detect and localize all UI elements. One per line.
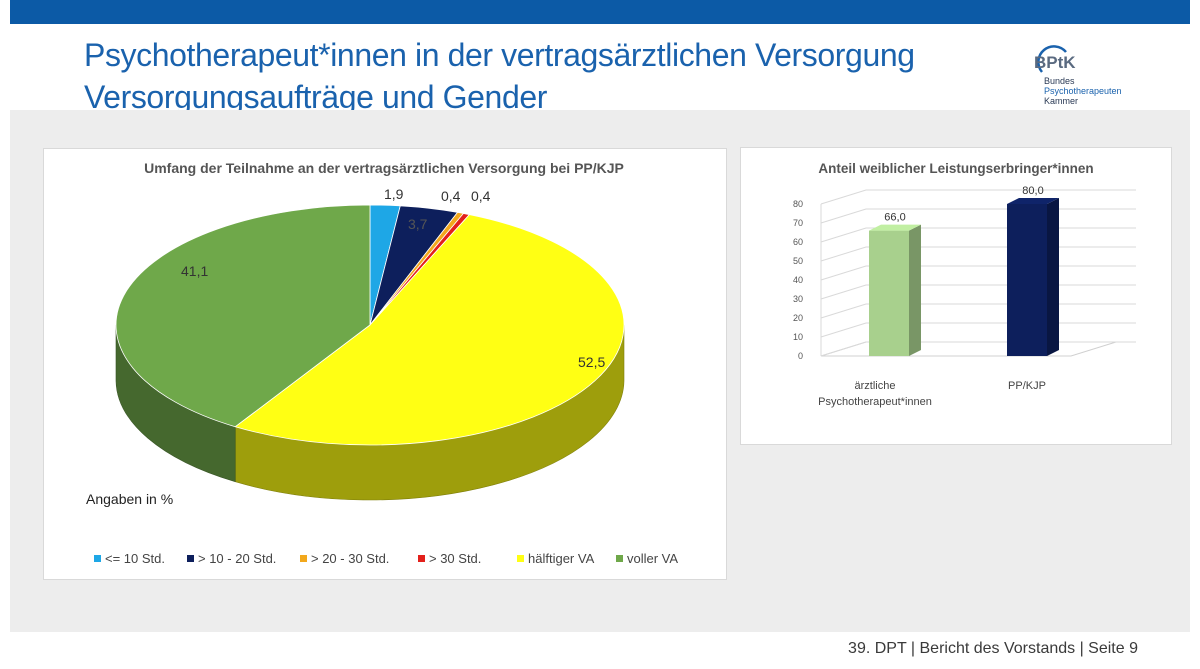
title-line-1: Psychotherapeut*innen in der vertragsärz… — [84, 37, 915, 73]
bar-front — [1007, 204, 1047, 356]
grid-line — [820, 284, 1136, 300]
legend-label: voller VA — [627, 551, 678, 566]
bar-chart: Anteil weiblicher Leistungserbringer*inn… — [793, 161, 1136, 408]
legend-swatch — [616, 555, 623, 562]
page-title: Psychotherapeut*innen in der vertragsärz… — [84, 34, 915, 118]
pie-value-label: 1,9 — [384, 186, 404, 202]
pie-value-label: 3,7 — [408, 216, 428, 232]
bptk-logo: BPtK Bundes Psychotherapeuten Kammer — [1022, 40, 1142, 110]
legend-swatch — [517, 555, 524, 562]
logo-line-1: Bundes — [1044, 76, 1075, 86]
x-category-label: Psychotherapeut*innen — [818, 396, 932, 408]
y-tick-label: 30 — [793, 294, 803, 304]
legend-swatch — [94, 555, 101, 562]
logo-line-3: Kammer — [1044, 96, 1079, 106]
bar-top — [1007, 198, 1059, 204]
pie-value-label: 0,4 — [441, 188, 461, 204]
bar-top — [869, 224, 921, 231]
bar-side — [1047, 198, 1059, 356]
grid-line — [820, 322, 1136, 338]
y-tick-label: 70 — [793, 218, 803, 228]
pie-legend: <= 10 Std. > 10 - 20 Std. > 20 - 30 Std. > … — [94, 551, 678, 566]
top-banner — [10, 0, 1190, 24]
legend-swatch — [418, 555, 425, 562]
logo-line-2: Psychotherapeuten — [1044, 86, 1122, 96]
pie-chart-title: Umfang der Teilnahme an der vertragsärzt… — [144, 160, 624, 176]
bar-chart-title: Anteil weiblicher Leistungserbringer*inn… — [818, 161, 1093, 176]
legend-label: <= 10 Std. — [105, 551, 165, 566]
x-category-label: ärztliche — [855, 380, 896, 392]
bar-front — [869, 230, 909, 356]
footer-text: 39. DPT | Bericht des Vorstands | Seite … — [848, 640, 1138, 657]
pie-value-label: 52,5 — [578, 354, 605, 370]
grid-line — [820, 303, 1136, 319]
y-tick-label: 80 — [793, 199, 803, 209]
pie-chart-panel: Umfang der Teilnahme an der vertragsärzt… — [43, 148, 727, 580]
legend-label: > 10 - 20 Std. — [198, 551, 276, 566]
grid-line — [820, 227, 1136, 243]
grid-line — [820, 265, 1136, 281]
legend-label: > 30 Std. — [429, 551, 481, 566]
y-tick-label: 10 — [793, 332, 803, 342]
legend-swatch — [300, 555, 307, 562]
pie-chart: Umfang der Teilnahme an der vertragsärzt… — [86, 160, 678, 566]
pie-chart-note: Angaben in % — [86, 491, 173, 507]
pie-slice — [234, 214, 625, 446]
grid-line — [820, 189, 1136, 205]
grid-line — [820, 246, 1136, 262]
x-category-label: PP/KJP — [1008, 380, 1046, 392]
y-tick-label: 0 — [798, 351, 803, 361]
y-tick-label: 50 — [793, 256, 803, 266]
pie-value-label: 0,4 — [471, 188, 491, 204]
legend-label: hälftiger VA — [528, 551, 595, 566]
logo-mark: BPtK — [1034, 53, 1076, 72]
grid-line — [820, 208, 1136, 224]
legend-swatch — [187, 555, 194, 562]
bar-side — [909, 224, 921, 356]
pie-value-label: 41,1 — [181, 263, 208, 279]
legend-label: > 20 - 30 Std. — [311, 551, 389, 566]
y-tick-label: 20 — [793, 313, 803, 323]
y-tick-label: 40 — [793, 275, 803, 285]
title-line-2: Versorgungsaufträge und Gender — [84, 79, 548, 115]
bar-value-label: 80,0 — [1022, 185, 1043, 197]
pie-slice — [115, 204, 371, 428]
bar-chart-panel: Anteil weiblicher Leistungserbringer*inn… — [740, 147, 1172, 445]
chart-floor — [820, 341, 1117, 357]
bar-value-label: 66,0 — [884, 212, 905, 224]
grid-line — [820, 341, 1136, 357]
y-tick-label: 60 — [793, 237, 803, 247]
